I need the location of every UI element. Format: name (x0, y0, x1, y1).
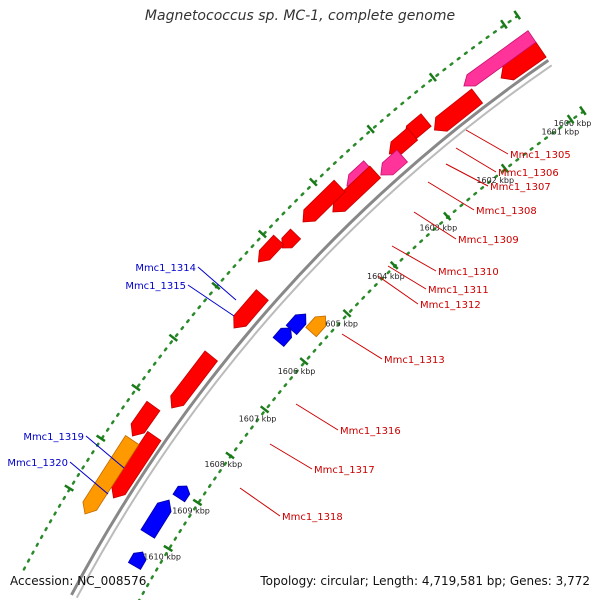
leader-line-mmc1_1319 (85, 435, 125, 469)
tick-mark-outer (259, 405, 270, 414)
tick-mark-inner (211, 281, 221, 291)
tick-label: 1606 kbp (278, 367, 316, 376)
leader-line-mmc1_1309 (413, 211, 457, 240)
tick-mark-outer (225, 451, 235, 460)
gene-arrow-mmc1_1313 (233, 289, 269, 329)
gene-label-mmc1_1305[interactable]: Mmc1_1305 (510, 150, 571, 161)
tick-mark-inner (308, 177, 318, 187)
gene-label-mmc1_1309[interactable]: Mmc1_1309 (458, 235, 519, 246)
genome-backbone (70, 59, 553, 599)
gene-arrow-mmc1_1309 (380, 149, 409, 176)
tick-mark-outer (500, 163, 509, 173)
gene-arrow-mmc1_1312 (257, 234, 285, 263)
leader-line-mmc1_1314 (197, 266, 237, 301)
gene-arrow-mmc1_1318 (82, 434, 140, 515)
gene-arrow-mmc1_1320 (127, 551, 147, 571)
gene-label-mmc1_1316[interactable]: Mmc1_1316 (340, 426, 401, 437)
tick-label: 1607 kbp (239, 415, 277, 424)
tick-label: 1610 kbp (143, 552, 181, 561)
tick-label: 1608 kbp (204, 460, 242, 469)
leader-line-mmc1_1307 (445, 163, 489, 187)
tick-mark-outer (579, 105, 587, 116)
tick-mark-inner (500, 19, 508, 30)
gene-label-mmc1_1310[interactable]: Mmc1_1310 (438, 267, 499, 278)
leader-line-mmc1_1317 (269, 443, 313, 470)
tick-mark-inner (95, 434, 106, 443)
gene-label-mmc1_1317[interactable]: Mmc1_1317 (314, 465, 375, 476)
gene-arrow-mmc1_1308 (388, 127, 419, 155)
leader-line-mmc1_1310 (391, 245, 437, 272)
gene-arrow-mmc1_1315 (305, 315, 327, 338)
gene-arrow-mmc1_1311 (281, 228, 302, 249)
leader-line-mmc1_1316 (295, 403, 339, 431)
tick-label: 1604 kbp (367, 272, 405, 281)
leader-line-mmc1_1311 (387, 265, 427, 290)
tick-label: 1605 kbp (320, 320, 358, 329)
leader-line-mmc1_1313 (341, 333, 383, 360)
accession-text: Accession: NC_008576 (10, 574, 147, 588)
leader-line-mmc1_1308 (427, 181, 475, 211)
tick-label: 1609 kbp (172, 507, 210, 516)
map-title: Magnetococcus sp. MC-1, complete genome (144, 8, 456, 24)
gene-label-mmc1_1313[interactable]: Mmc1_1313 (384, 355, 445, 366)
tick-mark-outer (566, 114, 575, 124)
backbone-outer-line (70, 59, 550, 596)
gene-label-mmc1_1307[interactable]: Mmc1_1307 (490, 182, 551, 193)
gene-arrow-mmc1_1317 (111, 430, 162, 499)
tick-label: 1602 kbp (476, 176, 514, 185)
gene-arrow-mmc1_1310 (302, 179, 346, 223)
tick-mark-inner (168, 333, 179, 342)
gene-features (82, 30, 547, 571)
tick-mark-inner (428, 72, 437, 82)
gene-labels: Mmc1_1305 Mmc1_1306 Mmc1_1307 Mmc1_1308 Mmc1… (7, 150, 570, 523)
label-leader-lines (69, 129, 509, 517)
gene-label-mmc1_1306[interactable]: Mmc1_1306 (498, 168, 559, 179)
tick-mark-outer (299, 357, 309, 366)
tick-mark-inner (131, 383, 141, 392)
gene-label-mmc1_1318[interactable]: Mmc1_1318 (282, 512, 343, 523)
gene-label-mmc1_1319[interactable]: Mmc1_1319 (23, 432, 84, 443)
gene-arrow-mmc1_1305 (500, 41, 547, 81)
gene-label-mmc1_1311[interactable]: Mmc1_1311 (428, 285, 489, 296)
gene-label-mmc1_1308[interactable]: Mmc1_1308 (476, 206, 537, 217)
leader-line-mmc1_1320 (69, 461, 109, 495)
gene-label-mmc1_1320[interactable]: Mmc1_1320 (7, 458, 68, 469)
tick-mark-outer (192, 498, 203, 507)
gene-arrow-mmc1_1314 (272, 327, 293, 348)
summary-text: Topology: circular; Length: 4,719,581 bp… (260, 574, 590, 588)
gene-arrow-mmc1_1316 (130, 400, 161, 437)
backbone-inner-line (75, 64, 553, 599)
leader-line-mmc1_1315 (187, 284, 235, 317)
gene-arrow-mmc1_1306 (463, 30, 537, 87)
tick-mark-inner (513, 10, 522, 20)
leader-line-mmc1_1305 (465, 129, 509, 155)
tick-mark-inner (257, 229, 267, 239)
tick-mark-outer (389, 260, 399, 270)
gene-arrow-mmc1_1307 (433, 88, 484, 132)
tick-mark-outer (443, 211, 452, 221)
tick-label: 1601 kbp (541, 128, 579, 137)
gene-label-mmc1_1312[interactable]: Mmc1_1312 (420, 300, 481, 311)
gene-arrow-mmc1_1316 (170, 350, 219, 409)
tick-mark-outer (342, 308, 352, 318)
tick-mark-inner (64, 484, 75, 492)
leader-line-mmc1_1312 (377, 275, 419, 305)
tick-mark-outer (163, 544, 174, 553)
gene-label-mmc1_1314[interactable]: Mmc1_1314 (135, 263, 196, 274)
gene-label-mmc1_1315[interactable]: Mmc1_1315 (125, 281, 186, 292)
gene-arrow-mmc1_1308 (332, 165, 382, 213)
leader-line-mmc1_1318 (239, 487, 281, 517)
gene-arrow-mmc1_1319 (172, 485, 191, 503)
leader-line-mmc1_1306 (455, 147, 497, 173)
tick-mark-inner (366, 124, 375, 134)
gene-arrow-mmc1_1320 (140, 499, 172, 539)
